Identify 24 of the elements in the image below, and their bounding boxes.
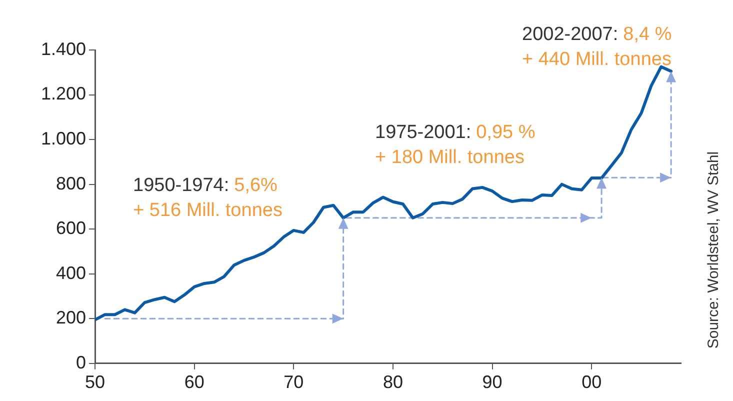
x-tick-label: 00	[582, 372, 602, 392]
x-tick-label: 50	[85, 372, 106, 392]
text: 8,4 %	[623, 24, 672, 45]
y-tick-label: 1.000	[40, 128, 86, 149]
x-tick-label: 60	[184, 372, 204, 392]
y-tick-label: 400	[56, 262, 86, 283]
y-tick-label: 800	[56, 173, 86, 194]
x-tick-label: 90	[482, 372, 502, 392]
annotation: + 516 Mill. tonnes	[133, 200, 282, 221]
annotation: 1975-2001:	[375, 122, 472, 143]
y-tick-label: 0	[76, 352, 86, 372]
text: 2002-2007:	[522, 24, 618, 45]
annotation: 0,95 %	[476, 122, 536, 143]
x-tick-label: 80	[382, 372, 404, 392]
y-tick-label: 200	[56, 308, 86, 328]
annotation: + 180 Mill. tonnes	[375, 147, 524, 168]
annotation: + 440 Mill. tonnes	[522, 49, 672, 70]
annotation: 1950-1974:	[133, 175, 230, 196]
y-tick-label: 600	[56, 218, 86, 238]
annotation: 5,6%	[234, 175, 278, 196]
y-tick-label: 1.400	[40, 38, 86, 59]
y-tick-label: 1.200	[40, 84, 86, 104]
x-tick-label: 70	[284, 372, 304, 392]
source-note: Source: Worldsteel, WV Stahl	[705, 151, 722, 349]
